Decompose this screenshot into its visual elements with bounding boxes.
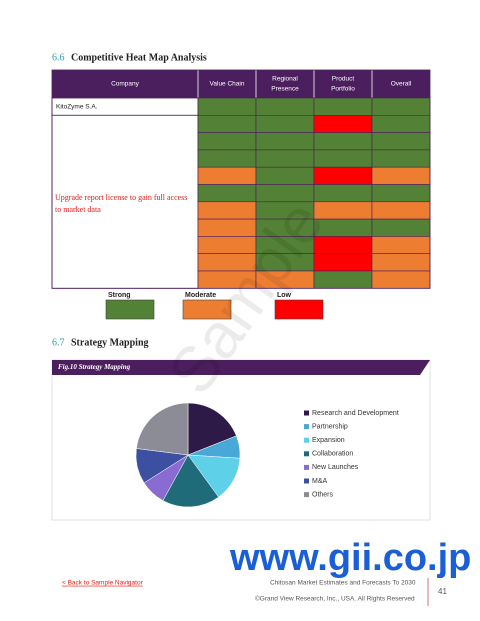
heat-cell: [371, 270, 431, 289]
legend-swatch: [304, 410, 309, 416]
legend-label: Expansion: [312, 437, 345, 444]
legend-label: New Launches: [312, 464, 359, 471]
column-header: Product: [332, 76, 355, 83]
back-link[interactable]: < Back to Sample Navigator: [62, 580, 144, 587]
company-cell: [51, 114, 199, 289]
page-number: 41: [438, 587, 447, 596]
section-number: 6.6: [52, 52, 65, 63]
heat-cell: [313, 149, 373, 168]
level-swatch: [105, 299, 155, 320]
heat-cell: [197, 149, 257, 168]
heat-cell: [313, 97, 373, 116]
heat-cell: [255, 132, 315, 151]
column-header: Presence: [271, 86, 299, 93]
heat-cell: [313, 115, 373, 133]
heat-cell: [313, 253, 373, 272]
legend-swatch: [304, 464, 309, 470]
legend-label: M&A: [312, 478, 328, 485]
heat-cell: [197, 201, 257, 220]
copyright: ©Grand View Research, Inc., USA. All Rig…: [255, 595, 415, 603]
section-title: Competitive Heat Map Analysis: [71, 52, 207, 63]
heat-cell: [371, 236, 431, 254]
heat-cell: [197, 97, 257, 116]
section-number: 6.7: [52, 337, 65, 348]
heat-cell: [371, 201, 431, 220]
legend-label: Collaboration: [312, 451, 353, 458]
column-header: Portfolio: [331, 86, 355, 93]
level-label: Moderate: [185, 292, 216, 299]
heat-cell: [313, 166, 373, 185]
legend-label: Partnership: [312, 423, 348, 430]
heat-cell: [371, 149, 431, 168]
legend-swatch: [304, 437, 309, 443]
site-logo: www.gii.co.jp: [229, 537, 471, 579]
column-header: Regional: [272, 76, 298, 83]
legend-label: Others: [312, 491, 334, 498]
level-swatch: [182, 299, 232, 320]
heat-cell: [255, 115, 315, 133]
heat-cell: [371, 97, 431, 116]
heat-cell: [255, 166, 315, 185]
heat-cell: [371, 115, 431, 133]
level-label: Strong: [108, 292, 131, 299]
column-header: Overall: [391, 81, 412, 88]
table-border: [51, 69, 431, 289]
heat-cell: [255, 149, 315, 168]
report-name: Chitosan Market Estimates and Forecasts …: [270, 580, 416, 587]
chart-frame: [51, 359, 431, 521]
pie-slice: [162, 454, 219, 508]
pie-slice: [136, 402, 189, 456]
legend-swatch: [304, 424, 309, 430]
heat-cell: [313, 201, 373, 220]
column-header: Company: [111, 81, 140, 88]
legend-swatch: [304, 478, 309, 484]
heat-cell: [371, 253, 431, 272]
column-header: Value Chain: [210, 81, 245, 88]
pie-chart: Fig.10 Strategy Mapping Research and Deve…: [51, 359, 431, 521]
pie-slice: [187, 402, 237, 456]
heat-cell: [255, 97, 315, 116]
legend-swatch: [304, 451, 309, 457]
legend-swatch: [304, 492, 309, 498]
heat-cell: [197, 184, 257, 203]
heat-cell: [371, 218, 431, 237]
chart-title-bg: [52, 360, 430, 375]
heat-map: Company Value Chain Regional Presence Produc…: [51, 69, 431, 320]
chart-title: Fig.10 Strategy Mapping: [58, 363, 131, 371]
heat-cell: [371, 184, 431, 203]
section-title: Strategy Mapping: [71, 337, 149, 348]
company-name: KitoZyme S.A.: [56, 103, 98, 110]
heat-cell: [313, 184, 373, 203]
upgrade-note: to market data: [55, 205, 101, 214]
heat-cell: [313, 270, 373, 289]
legend-label: Research and Development: [312, 410, 399, 417]
upgrade-note: Upgrade report license to gain full acce…: [55, 193, 187, 202]
heat-cell: [371, 132, 431, 151]
heat-cell: [197, 132, 257, 151]
heat-cell: [371, 166, 431, 185]
heat-cell: [313, 132, 373, 151]
level-label: Low: [277, 292, 292, 299]
heat-cell: [197, 115, 257, 133]
heat-cell: [197, 166, 257, 185]
level-swatch: [274, 299, 324, 320]
header-bg: [52, 70, 430, 98]
